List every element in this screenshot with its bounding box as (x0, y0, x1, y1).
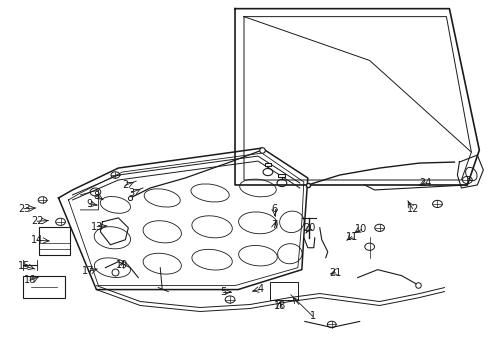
Bar (264, 163, 271, 166)
Text: 12: 12 (406, 204, 418, 214)
Text: 21: 21 (328, 267, 341, 278)
Text: 9: 9 (86, 199, 92, 209)
Text: 2: 2 (122, 180, 128, 190)
Bar (22, 276, 64, 298)
Text: 7: 7 (271, 220, 277, 230)
Text: 5: 5 (220, 287, 226, 297)
Text: 19: 19 (115, 260, 127, 270)
Text: 3: 3 (128, 188, 134, 198)
Text: 11: 11 (345, 232, 357, 242)
Text: 13: 13 (91, 222, 103, 231)
Text: 1: 1 (309, 311, 315, 321)
Text: 16: 16 (24, 275, 36, 285)
Text: 8: 8 (93, 191, 99, 201)
Text: 24: 24 (419, 178, 431, 188)
Bar (278, 174, 285, 176)
Text: 23: 23 (18, 204, 30, 214)
Text: 14: 14 (31, 235, 43, 245)
Text: 22: 22 (31, 216, 43, 226)
Bar (269, 282, 297, 300)
Text: 4: 4 (258, 284, 264, 294)
Text: 20: 20 (303, 224, 315, 233)
Text: 15: 15 (18, 261, 30, 271)
Text: 10: 10 (355, 225, 367, 234)
Text: 6: 6 (271, 204, 277, 214)
Text: 17: 17 (82, 266, 95, 276)
Text: 18: 18 (273, 301, 285, 311)
